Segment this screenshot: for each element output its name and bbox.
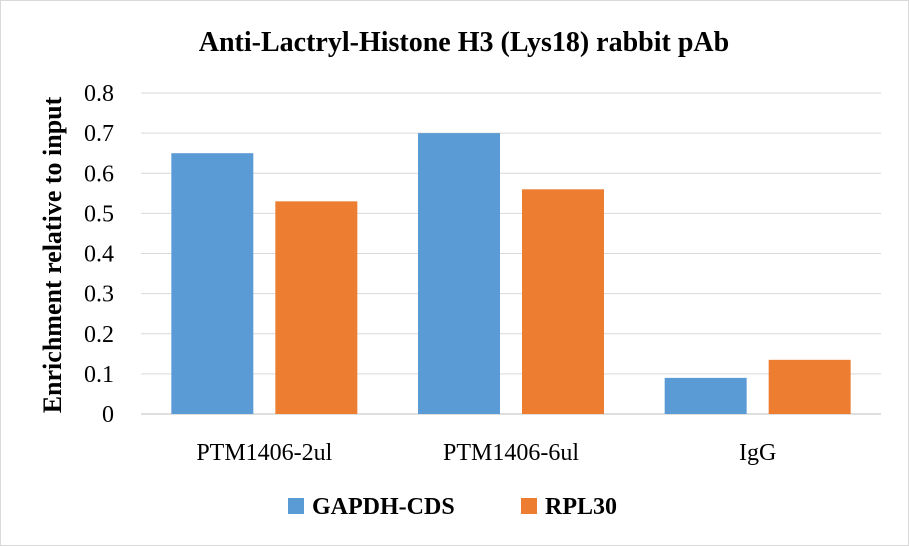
- bars: [171, 133, 851, 414]
- y-tick-label: 0.4: [84, 242, 114, 268]
- legend: GAPDH-CDS RPL30: [288, 494, 617, 520]
- bar-rpl30-2: [768, 359, 851, 414]
- x-category-label: IgG: [739, 440, 776, 466]
- y-tick-label: 0.3: [84, 282, 114, 308]
- legend-swatch: [288, 498, 304, 514]
- bar-rpl30-1: [522, 189, 604, 414]
- y-tick-label: 0.1: [84, 362, 114, 388]
- legend-label: GAPDH-CDS: [312, 494, 455, 520]
- y-tick-label: 0.6: [84, 161, 114, 187]
- bar-rpl30-0: [275, 201, 358, 414]
- bar-gapdh-cds-0: [171, 153, 254, 414]
- x-axis-categories: PTM1406-2ul PTM1406-6ul IgG: [196, 440, 776, 466]
- y-tick-label: 0.2: [84, 322, 114, 348]
- legend-label: RPL30: [545, 494, 617, 520]
- bar-gapdh-cds-1: [418, 133, 500, 414]
- y-axis-label: Enrichment relative to input: [38, 96, 67, 413]
- y-tick-label: 0.5: [84, 201, 114, 227]
- gridlines: [141, 92, 881, 415]
- x-category-label: PTM1406-2ul: [196, 440, 332, 466]
- x-category-label: PTM1406-6ul: [443, 440, 579, 466]
- chart-title: Anti-Lactryl-Histone H3 (Lys18) rabbit p…: [199, 27, 729, 58]
- bar-gapdh-cds-2: [664, 377, 747, 414]
- legend-swatch: [521, 498, 537, 514]
- y-tick-label: 0: [102, 402, 114, 428]
- y-axis-ticks: 0 0.1 0.2 0.3 0.4 0.5 0.6 0.7 0.8: [84, 81, 114, 428]
- y-tick-label: 0.7: [84, 121, 114, 147]
- y-tick-label: 0.8: [84, 81, 114, 107]
